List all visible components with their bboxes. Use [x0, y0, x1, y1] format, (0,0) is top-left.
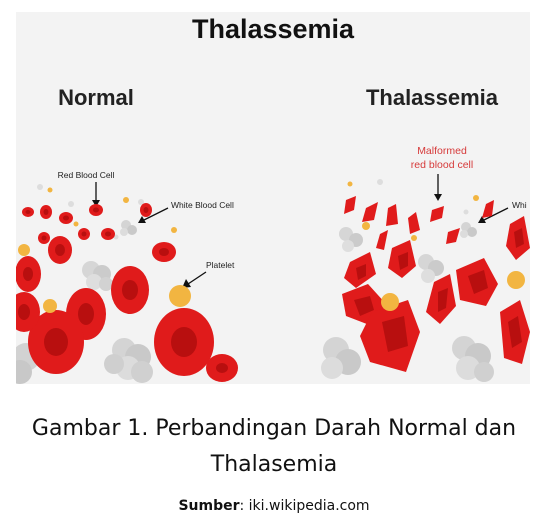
malformed-label-line1: Malformed	[417, 145, 467, 157]
malformed-red-blood-cell	[426, 274, 456, 324]
platelet	[18, 244, 30, 256]
white-blood-cell-label: White Blood Cell	[171, 200, 234, 210]
platelet	[381, 293, 399, 311]
malformed-red-blood-cell	[430, 206, 444, 222]
wbc-arrow	[143, 207, 169, 221]
platelet-dot	[377, 179, 383, 185]
thalassemia-illustration: Thalassemia Normal Thalassemia Red Blood…	[16, 12, 530, 384]
wbc-arrow-head	[138, 216, 146, 223]
platelet	[169, 285, 191, 307]
red-blood-cell	[154, 308, 214, 376]
platelet-dot	[473, 195, 479, 201]
red-blood-cell	[89, 204, 103, 216]
white-blood-cell	[339, 227, 363, 252]
red-blood-cell	[59, 212, 73, 224]
red-blood-cell	[111, 266, 149, 314]
red-blood-cell	[101, 228, 115, 240]
malformed-red-blood-cell	[362, 202, 378, 222]
malformed-red-blood-cell	[506, 216, 530, 260]
malformed-red-blood-cell	[446, 228, 460, 244]
malformed-label-line2: red blood cell	[411, 159, 473, 171]
platelet-label: Platelet	[206, 260, 235, 270]
red-blood-cell	[16, 256, 41, 292]
normal-blood-panel: Red Blood Cell White Blood Cell Platelet	[16, 170, 238, 384]
platelet-dot	[411, 235, 417, 241]
malformed-red-blood-cell	[360, 300, 420, 372]
white-blood-cell	[418, 254, 444, 283]
platelet-dot	[113, 234, 119, 240]
figure-caption-line2: Thalasemia	[210, 452, 338, 477]
platelet-dot	[73, 221, 79, 227]
white-cell-label-cut: Whi	[512, 200, 527, 210]
platelet-dot	[138, 199, 144, 205]
platelet	[507, 271, 525, 289]
platelet-arrow	[187, 271, 207, 285]
platelet-dot	[463, 209, 469, 215]
malformed-red-blood-cell	[386, 204, 398, 226]
illustration-canvas: Thalassemia Normal Thalassemia Red Blood…	[16, 14, 530, 384]
white-blood-cell	[321, 337, 361, 379]
right-wbc-arrow	[483, 207, 509, 221]
malformed-red-blood-cell	[344, 252, 376, 288]
rbc-arrow-head	[92, 200, 100, 207]
figure-title: Thalassemia	[192, 14, 355, 44]
red-blood-cell	[40, 205, 52, 219]
white-blood-cell	[82, 261, 113, 291]
platelet-dot	[347, 181, 353, 187]
malformed-red-blood-cell	[500, 300, 530, 364]
malformed-red-blood-cell	[376, 230, 388, 250]
red-blood-cell	[28, 310, 84, 374]
red-blood-cell	[38, 232, 50, 244]
red-blood-cell	[140, 203, 152, 217]
white-blood-cell	[460, 222, 477, 238]
red-blood-cell	[78, 228, 90, 240]
platelet	[362, 222, 370, 230]
platelet-dot	[37, 184, 43, 190]
platelet-arrow-head	[182, 279, 191, 288]
red-blood-cell-label: Red Blood Cell	[58, 170, 115, 180]
red-blood-cell	[48, 236, 72, 264]
malformed-red-blood-cell	[388, 240, 416, 278]
figure-caption-line1: Gambar 1. Perbandingan Darah Normal dan	[31, 416, 517, 441]
white-blood-cell	[104, 338, 153, 383]
red-blood-cell	[206, 354, 238, 382]
source-label: Sumber	[178, 498, 240, 514]
red-blood-cell	[22, 207, 34, 217]
red-blood-cell	[152, 242, 176, 262]
malformed-arrow-head	[434, 194, 442, 201]
platelet-dot	[68, 201, 74, 207]
white-blood-cell	[452, 336, 494, 382]
platelet	[43, 299, 57, 313]
malformed-red-blood-cell	[344, 196, 356, 214]
malformed-red-blood-cell	[456, 258, 498, 306]
malformed-red-blood-cell	[408, 212, 420, 234]
source-text: : iki.wikipedia.com	[239, 498, 370, 514]
thalassemia-heading: Thalassemia	[366, 85, 499, 110]
white-blood-cell	[120, 220, 137, 236]
malformed-red-blood-cell	[482, 200, 494, 218]
right-wbc-arrow-head	[478, 216, 486, 223]
platelet-dot	[47, 187, 53, 193]
platelet-dot	[171, 227, 177, 233]
thalassemia-blood-panel: Malformed red blood cell Whi	[321, 145, 530, 382]
red-blood-cell	[16, 292, 40, 332]
platelet-dot	[123, 197, 129, 203]
figure-source: Sumber: iki.wikipedia.com	[0, 498, 548, 514]
normal-heading: Normal	[58, 85, 134, 110]
